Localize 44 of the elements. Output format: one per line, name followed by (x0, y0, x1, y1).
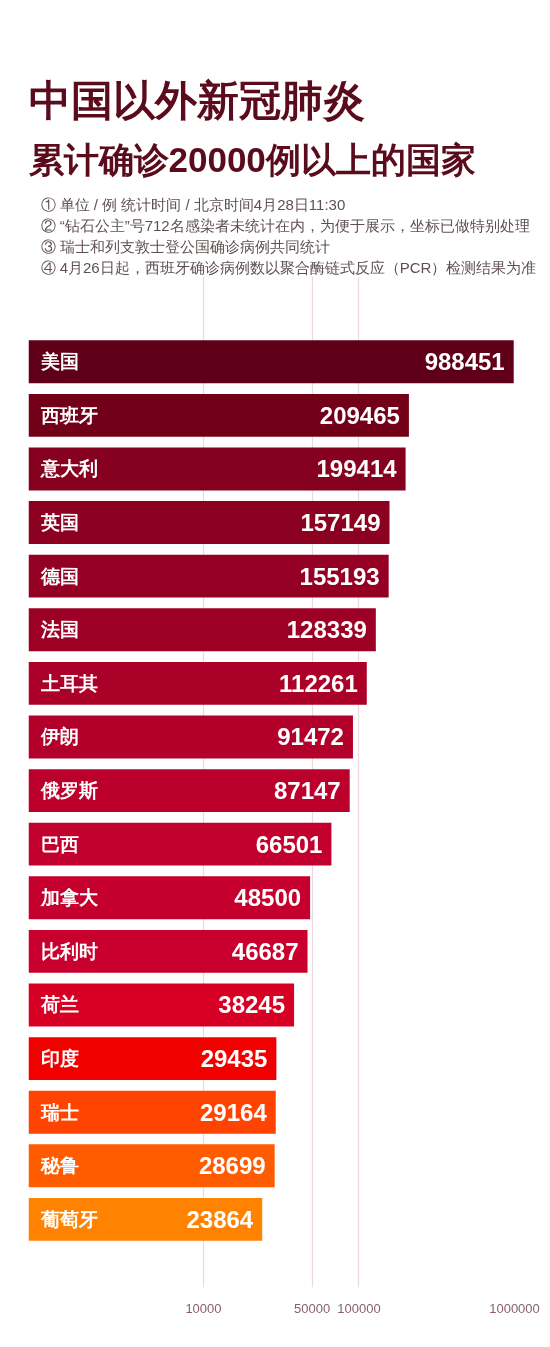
data-label: 29164 (200, 1098, 268, 1126)
y-tick-label: 土耳其 (39, 672, 98, 694)
chart-subtitle: 累计确诊20000例以上的国家 (28, 139, 476, 179)
y-tick-label: 葡萄牙 (39, 1208, 98, 1230)
text: ② “钻石公主”号712名感染者未统计在内，为便于展示，坐标已做特别处理 (40, 216, 530, 234)
y-tick-label: 巴西 (40, 833, 79, 855)
y-tick-label: 伊朗 (39, 726, 79, 748)
data-label: 66501 (255, 830, 323, 858)
y-tick-label: 俄罗斯 (39, 780, 98, 802)
y-tick-label: 西班牙 (39, 404, 98, 426)
text: ① 单位 / 例 统计时间 / 北京时间4月28日11:30 (40, 195, 346, 213)
y-tick-label: 印度 (40, 1048, 79, 1070)
data-label: 23864 (186, 1205, 254, 1233)
y-tick-label: 意大利 (39, 458, 98, 480)
data-label: 28699 (198, 1152, 266, 1180)
data-label: 46687 (231, 937, 299, 965)
data-label: 155193 (299, 562, 380, 590)
data-label: 112261 (279, 669, 358, 697)
data-label: 988451 (424, 348, 505, 376)
y-tick-label: 秘鲁 (39, 1155, 79, 1177)
data-label: 199414 (316, 455, 398, 483)
data-label: 29435 (200, 1045, 268, 1073)
x-tick-label: 10000 (185, 1300, 222, 1316)
data-label: 209465 (319, 401, 400, 429)
data-label: 91472 (277, 723, 344, 751)
x-tick-label: 50000 (294, 1300, 331, 1316)
y-tick-label: 比利时 (40, 940, 98, 962)
text: ④ 4月26日起，西班牙确诊病例数以聚合酶链式反应（PCR）检测结果为准 (40, 258, 537, 276)
text: ③ 瑞士和列支敦士登公国确诊病例共同统计 (40, 237, 330, 255)
y-tick-label: 瑞士 (39, 1101, 79, 1123)
chart-title: 中国以外新冠肺炎 (28, 76, 365, 124)
y-tick-label: 英国 (39, 512, 79, 534)
data-label: 87147 (273, 777, 341, 805)
y-tick-label: 美国 (39, 351, 79, 373)
y-tick-label: 德国 (39, 565, 79, 587)
data-label: 128339 (286, 616, 367, 644)
y-tick-label: 加拿大 (39, 887, 99, 909)
y-tick-label: 法国 (39, 619, 79, 641)
x-tick-label: 1000000 (489, 1300, 540, 1316)
data-label: 48500 (234, 884, 302, 912)
x-tick-label: 100000 (337, 1300, 381, 1316)
y-tick-label: 荷兰 (39, 994, 79, 1016)
data-label: 157149 (300, 509, 381, 537)
data-label: 38245 (218, 991, 286, 1019)
